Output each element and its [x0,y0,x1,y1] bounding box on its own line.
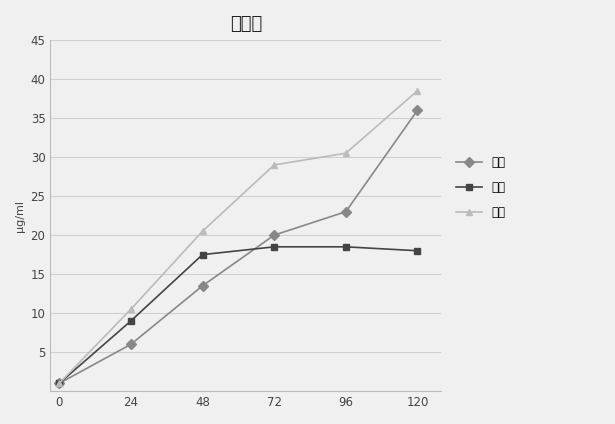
丝状 [342,244,349,249]
丝状 [414,248,421,253]
Line: 巨大: 巨大 [56,107,421,387]
Title: 溶解磷: 溶解磷 [229,15,262,33]
丝状 [127,318,135,324]
Line: 混合: 混合 [56,87,421,387]
巨大 [342,209,349,214]
丝状 [55,381,63,386]
混合 [55,381,63,386]
Line: 丝状: 丝状 [56,243,421,387]
丝状 [271,244,278,249]
巨大 [271,233,278,238]
混合 [127,307,135,312]
巨大 [127,342,135,347]
Legend: 巨大, 丝状, 混合: 巨大, 丝状, 混合 [451,151,510,223]
巨大 [414,108,421,113]
丝状 [199,252,206,257]
混合 [414,88,421,93]
混合 [271,162,278,167]
混合 [342,151,349,156]
混合 [199,229,206,234]
Y-axis label: μg/ml: μg/ml [15,200,25,232]
巨大 [199,283,206,288]
巨大 [55,381,63,386]
